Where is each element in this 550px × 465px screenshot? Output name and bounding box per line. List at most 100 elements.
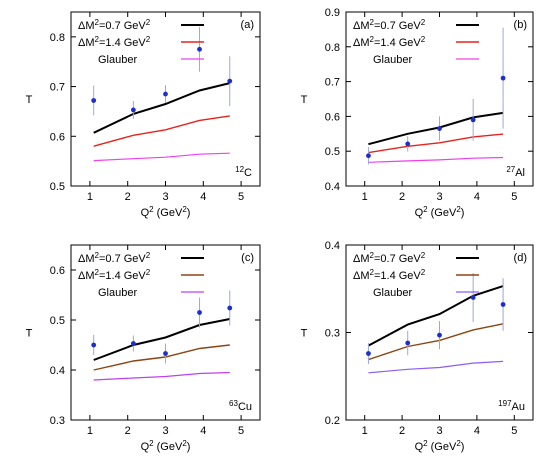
panel-b: 1 2 3 4 5 0.4 0.5 0.6 0.7 0.8 0.9 ΔM2=0.7 GeV2 ΔM2=1…: [301, 7, 534, 219]
series-line-dm-1.4: [93, 344, 230, 371]
x-tick-label: 5: [511, 425, 517, 437]
data-point: [405, 340, 411, 346]
y-axis-label: T: [301, 328, 308, 340]
panel-c: 1 2 3 4 5 0.3 0.4 0.5 0.6 ΔM2=0.7 GeV2 ΔM2=1.4 GeV…: [26, 244, 261, 453]
y-tick-label: 0.6: [50, 131, 65, 143]
data-point: [197, 46, 202, 52]
y-tick-label: 0.3: [325, 328, 340, 340]
y-tick-label: 0.4: [325, 181, 340, 193]
legend-label-dm14: ΔM2=1.4 GeV2: [353, 35, 426, 49]
x-tick-label: 1: [87, 191, 93, 203]
legend-label-glauber: Glauber: [98, 287, 137, 299]
x-tick-label: 4: [474, 191, 480, 203]
y-tick-label: 0.5: [50, 315, 65, 327]
data-point: [405, 141, 411, 147]
x-axis-label: Q2 (GeV2): [141, 205, 191, 219]
nucleus-label: 12C: [235, 165, 252, 179]
x-tick-label: 4: [474, 425, 480, 437]
data-point: [470, 295, 476, 300]
legend-label-dm07: ΔM2=0.7 GeV2: [78, 18, 151, 32]
nucleus-label: 63Cu: [229, 399, 252, 413]
series-line-glauber: [368, 360, 504, 374]
data-point: [500, 302, 506, 307]
x-tick-label: 3: [436, 191, 442, 203]
data-point: [437, 126, 442, 131]
data-point: [470, 117, 476, 123]
data-point: [197, 310, 202, 315]
series-line-glauber: [93, 152, 230, 162]
y-tick-label: 0.6: [325, 111, 340, 123]
x-tick-label: 2: [125, 191, 131, 203]
x-tick-label: 5: [238, 425, 244, 437]
y-tick-label: 0.4: [50, 365, 65, 377]
y-tick-label: 0.2: [325, 415, 340, 427]
y-tick-label: 0.4: [325, 240, 340, 252]
x-tick-label: 1: [362, 191, 368, 203]
data-point: [500, 75, 506, 81]
y-tick-label: 0.6: [50, 265, 65, 277]
panel-tag: (c): [241, 252, 254, 264]
y-tick-label: 0.3: [50, 415, 65, 427]
y-tick-label: 0.8: [50, 32, 65, 44]
nucleus-label: 197Au: [498, 399, 525, 413]
x-tick-label: 1: [87, 425, 93, 437]
legend-label-glauber: Glauber: [98, 54, 137, 66]
series-line-dm-0.7: [93, 82, 231, 134]
legend-label-dm07: ΔM2=0.7 GeV2: [78, 251, 151, 265]
x-tick-label: 3: [162, 425, 168, 437]
y-axis-label: T: [26, 328, 33, 340]
x-tick-label: 4: [200, 425, 206, 437]
panel-d: 1 2 3 4 5 0.2 0.3 0.4 ΔM2=0.7 GeV2 ΔM2=1.4 GeV2 Gl…: [301, 240, 534, 453]
data-point: [366, 351, 371, 356]
series-line-glauber: [93, 371, 230, 381]
data-point: [366, 153, 371, 159]
data-point: [130, 341, 136, 346]
legend-label-dm07: ΔM2=0.7 GeV2: [353, 251, 426, 265]
data-point: [163, 351, 168, 356]
data-point: [91, 342, 97, 348]
x-tick-label: 5: [511, 191, 517, 203]
legend-label-dm14: ΔM2=1.4 GeV2: [353, 268, 426, 282]
x-tick-label: 1: [362, 425, 368, 437]
data-point: [227, 305, 233, 311]
series-line-dm-1.4: [368, 133, 504, 154]
data-point: [227, 78, 233, 84]
panel-a: 1 2 3 4 5 0.5 0.6 0.7 0.8 ΔM2=0.7 GeV2 ΔM2=1.4 GeV…: [26, 11, 261, 219]
nucleus-label: 27Al: [506, 165, 525, 179]
y-tick-label: 0.8: [325, 42, 340, 54]
x-tick-label: 5: [238, 191, 244, 203]
y-tick-label: 0.5: [50, 181, 65, 193]
series-line-dm-1.4: [93, 115, 230, 147]
legend-label-glauber: Glauber: [373, 54, 412, 66]
panel-tag: (a): [241, 19, 254, 31]
legend-label-glauber: Glauber: [373, 287, 412, 299]
panel-tag: (b): [514, 19, 527, 31]
y-tick-label: 0.7: [50, 82, 65, 94]
series-line-dm-0.7: [93, 318, 230, 361]
y-tick-label: 0.7: [325, 77, 340, 89]
data-point: [437, 332, 442, 338]
data-point: [130, 107, 136, 113]
series-line-dm-0.7: [368, 111, 504, 146]
x-tick-label: 3: [162, 191, 168, 203]
legend-label-dm07: ΔM2=0.7 GeV2: [353, 18, 426, 32]
series-line-dm-0.7: [367, 285, 504, 347]
y-tick-label: 0.9: [325, 7, 340, 19]
x-tick-label: 2: [125, 425, 131, 437]
x-tick-label: 4: [200, 191, 206, 203]
y-axis-label: T: [26, 94, 33, 106]
x-axis-label: Q2 (GeV2): [415, 439, 465, 453]
legend-label-dm14: ΔM2=1.4 GeV2: [78, 35, 151, 49]
data-point: [91, 98, 97, 103]
data-point: [163, 91, 168, 97]
x-tick-label: 2: [399, 191, 405, 203]
x-tick-label: 2: [399, 425, 405, 437]
legend-label-dm14: ΔM2=1.4 GeV2: [78, 268, 151, 282]
series-line-glauber: [368, 156, 504, 163]
x-axis-label: Q2 (GeV2): [141, 439, 191, 453]
y-axis-label: T: [301, 94, 308, 106]
x-tick-label: 3: [436, 425, 442, 437]
series-line-dm-1.4: [368, 323, 504, 361]
y-tick-label: 0.5: [325, 146, 340, 158]
